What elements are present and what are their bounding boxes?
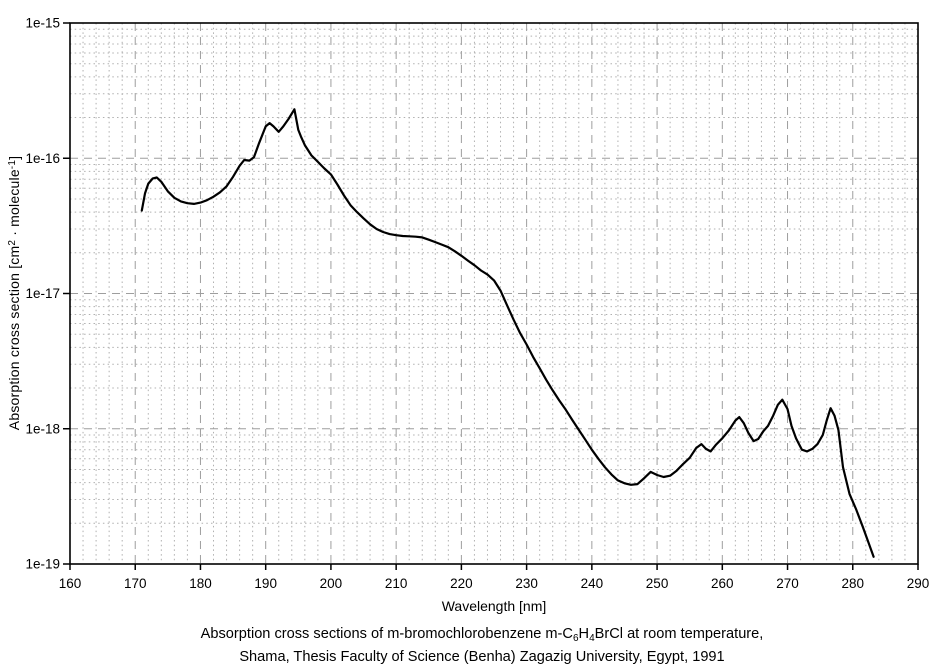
x-tick-label: 190 bbox=[254, 576, 277, 591]
x-tick-label: 160 bbox=[59, 576, 82, 591]
x-tick-label: 210 bbox=[385, 576, 408, 591]
x-tick-label: 230 bbox=[515, 576, 538, 591]
y-tick-label: 1e-16 bbox=[25, 151, 60, 166]
caption-text-fragment: H bbox=[578, 626, 590, 642]
caption-line-2: Shama, Thesis Faculty of Science (Benha)… bbox=[239, 649, 725, 665]
caption-subscript: 6 bbox=[572, 633, 579, 644]
x-tick-label: 220 bbox=[450, 576, 473, 591]
y-axis-title-text: · molecule bbox=[6, 169, 22, 240]
x-tick-label: 270 bbox=[776, 576, 799, 591]
caption-text-fragment: BrCl at room temperature, bbox=[594, 626, 764, 642]
absorption-curve bbox=[140, 108, 875, 558]
y-axis-title-superscript: 2 bbox=[7, 239, 18, 246]
y-axis-title-text: Absorption cross section [cm bbox=[6, 245, 22, 431]
x-axis-title: Wavelength [nm] bbox=[441, 598, 547, 614]
caption-line-1: Absorption cross sections of m-bromochlo… bbox=[24, 623, 940, 646]
y-tick-label: 1e-17 bbox=[25, 286, 60, 301]
y-axis-title-superscript: -1 bbox=[7, 159, 18, 170]
x-tick-label: 250 bbox=[646, 576, 669, 591]
y-tick-label: 1e-15 bbox=[25, 16, 60, 31]
x-tick-label: 180 bbox=[189, 576, 212, 591]
x-tick-label: 260 bbox=[711, 576, 734, 591]
x-tick-label: 240 bbox=[581, 576, 604, 591]
x-tick-label: 170 bbox=[124, 576, 147, 591]
caption-text-fragment: Absorption cross sections of m-bromochlo… bbox=[200, 626, 573, 642]
x-tick-label: 280 bbox=[842, 576, 865, 591]
caption-subscript: 4 bbox=[589, 633, 595, 644]
absorption-spectrum-plot: 160 170 180 190 200 210 220 230 240 250 260 270 280 2… bbox=[25, 16, 930, 592]
x-tick-label: 200 bbox=[320, 576, 343, 591]
y-axis-title: Absorption cross section [cm2 · molecule… bbox=[6, 156, 22, 430]
x-tick-label: 290 bbox=[907, 576, 930, 591]
y-tick-label: 1e-18 bbox=[25, 421, 60, 436]
figure-caption: Absorption cross sections of m-bromochlo… bbox=[0, 623, 940, 669]
y-axis-title-text: ] bbox=[6, 155, 22, 160]
y-tick-label: 1e-19 bbox=[25, 557, 60, 572]
